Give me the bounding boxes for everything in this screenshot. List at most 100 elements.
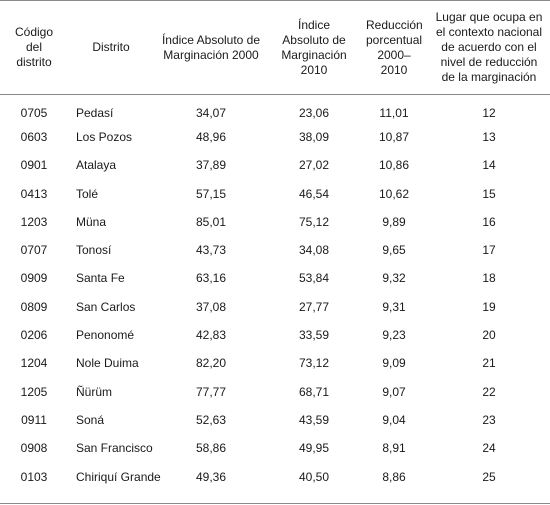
cell-indice2010: 27,77 [298,299,330,314]
header-distrito: Distrito [92,40,130,54]
table-row: 0809 San Carlos 37,08 27,77 9,31 19 [0,293,550,321]
cell-distrito: San Francisco [76,441,153,456]
cell-lugar: 13 [482,129,496,144]
cell-reduccion: 9,04 [382,412,406,427]
header-indice-2000: Índice Absoluto de Marginación 2000 [161,32,261,62]
cell-reduccion: 9,09 [382,356,406,371]
cell-lugar: 21 [482,356,496,371]
cell-codigo: 0413 [20,186,48,201]
table-row: 0103 Chiriquí Grande 49,36 40,50 8,86 25 [0,462,550,490]
cell-indice2010: 49,95 [298,441,330,456]
cell-codigo: 0909 [20,271,48,286]
cell-distrito: Tolé [76,186,99,201]
cell-indice2000: 48,96 [195,129,227,144]
table-row: 0911 Soná 52,63 43,59 9,04 23 [0,406,550,434]
cell-lugar: 24 [482,441,496,456]
cell-indice2000: 58,86 [195,441,227,456]
cell-distrito: Soná [76,412,105,427]
table-row: 1205 Ñürüm 77,77 68,71 9,07 22 [0,377,550,405]
table-row: 0206 Penonomé 42,83 33,59 9,23 20 [0,321,550,349]
cell-lugar: 25 [482,469,496,484]
cell-codigo: 1203 [20,214,48,229]
cell-codigo: 0911 [21,412,47,427]
cell-codigo: 0908 [20,441,48,456]
cell-indice2000: 42,83 [195,328,227,343]
cell-distrito: Atalaya [76,158,117,173]
cell-indice2010: 68,71 [298,384,330,399]
table-row: 0901 Atalaya 37,89 27,02 10,86 14 [0,151,550,179]
cell-lugar: 20 [482,328,496,343]
cell-indice2010: 27,02 [298,158,330,173]
cell-distrito: Ñürüm [76,384,113,399]
cell-lugar: 23 [482,412,496,427]
cell-indice2000: 43,73 [195,243,227,258]
cell-indice2010: 40,50 [298,469,330,484]
cell-indice2000: 77,77 [195,384,227,399]
cell-codigo: 0705 [20,105,48,120]
cell-lugar: 18 [482,271,496,286]
cell-codigo: 1204 [20,356,48,371]
cell-reduccion: 9,23 [382,328,406,343]
cell-reduccion: 9,31 [382,299,406,314]
cell-distrito: Müna [76,214,107,229]
cell-distrito: Santa Fe [76,271,125,286]
cell-lugar: 12 [482,105,496,120]
cell-distrito: Chiriquí Grande [76,469,161,484]
cell-distrito: Penonomé [76,328,135,343]
cell-distrito: San Carlos [76,299,136,314]
bottom-rule [0,503,550,504]
cell-reduccion: 8,91 [382,441,406,456]
cell-reduccion: 9,89 [382,214,406,229]
cell-indice2000: 63,16 [195,271,227,286]
cell-lugar: 22 [482,384,496,399]
cell-distrito: Pedasí [76,105,114,120]
cell-reduccion: 10,87 [378,129,410,144]
cell-reduccion: 9,32 [382,271,406,286]
cell-lugar: 15 [482,186,496,201]
cell-lugar: 16 [482,214,496,229]
cell-lugar: 17 [482,243,496,258]
table-row: 0603 Los Pozos 48,96 38,09 10,87 13 [0,123,550,151]
cell-indice2000: 37,08 [195,299,227,314]
cell-codigo: 0103 [20,469,48,484]
table-row: 0908 San Francisco 58,86 49,95 8,91 24 [0,434,550,462]
cell-reduccion: 10,62 [378,186,410,201]
cell-reduccion: 11,01 [379,105,409,120]
cell-lugar: 19 [482,299,496,314]
header-lugar: Lugar que ocupa en el contexto nacional … [435,10,543,84]
cell-indice2010: 38,09 [298,129,330,144]
table-body: 0705 Pedasí 34,07 23,06 11,01 12 0603 Los Pozos… [0,95,550,491]
header-codigo: Código del distrito [14,25,54,69]
cell-distrito: Tonosí [76,243,112,258]
cell-indice2000: 37,89 [195,158,227,173]
cell-codigo: 0809 [20,299,48,314]
header-reduccion: Reducción porcentual 2000–2010 [366,17,423,77]
cell-indice2010: 34,08 [298,243,330,258]
marginacion-table: Código del distrito Distrito Índice Abso… [0,0,550,491]
cell-indice2000: 57,15 [195,186,227,201]
cell-codigo: 0603 [20,129,48,144]
table-row: 1204 Nole Duima 82,20 73,12 9,09 21 [0,349,550,377]
cell-indice2010: 53,84 [298,271,330,286]
cell-indice2010: 43,59 [298,412,330,427]
table-row: 0909 Santa Fe 63,16 53,84 9,32 18 [0,264,550,292]
cell-indice2010: 75,12 [298,214,330,229]
header-indice-2010: Índice Absoluto de Marginación 2010 [281,17,347,77]
table-row: 0705 Pedasí 34,07 23,06 11,01 12 [0,95,550,123]
cell-indice2010: 46,54 [298,186,330,201]
cell-codigo: 0901 [20,158,48,173]
table-header: Código del distrito Distrito Índice Abso… [0,0,550,95]
cell-indice2010: 73,12 [298,356,330,371]
cell-lugar: 14 [482,158,496,173]
cell-indice2000: 52,63 [195,412,227,427]
cell-codigo: 1205 [20,384,48,399]
cell-indice2000: 82,20 [195,356,227,371]
cell-codigo: 0707 [20,243,48,258]
cell-reduccion: 8,86 [382,469,406,484]
cell-indice2000: 34,07 [195,105,227,120]
cell-indice2010: 33,59 [298,328,330,343]
cell-codigo: 0206 [20,328,48,343]
cell-indice2010: 23,06 [298,105,330,120]
cell-reduccion: 9,07 [382,384,406,399]
header-row: Código del distrito Distrito Índice Abso… [0,0,550,95]
